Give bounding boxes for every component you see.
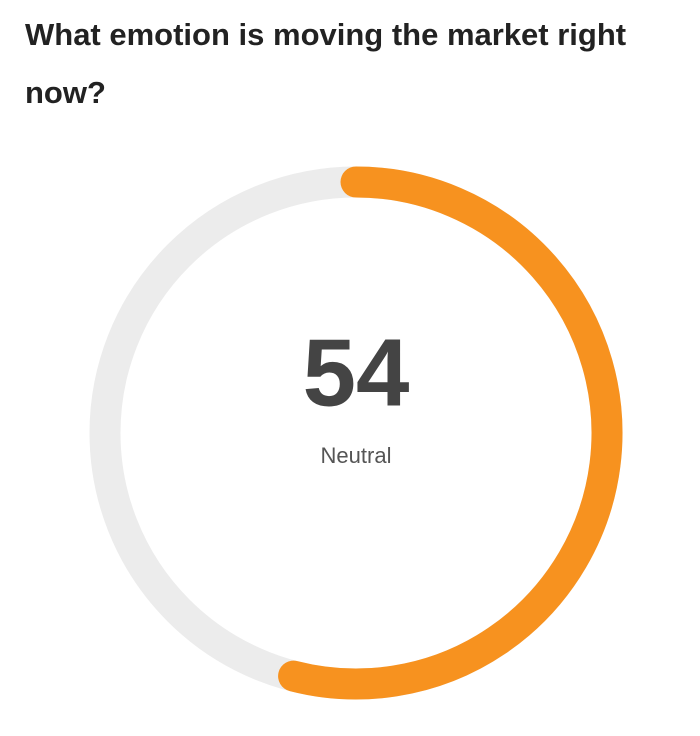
gauge-arc: [278, 166, 623, 700]
chart-title: What emotion is moving the market right …: [25, 17, 627, 110]
gauge-label: Neutral: [321, 443, 392, 468]
gauge-value: 54: [303, 319, 410, 426]
